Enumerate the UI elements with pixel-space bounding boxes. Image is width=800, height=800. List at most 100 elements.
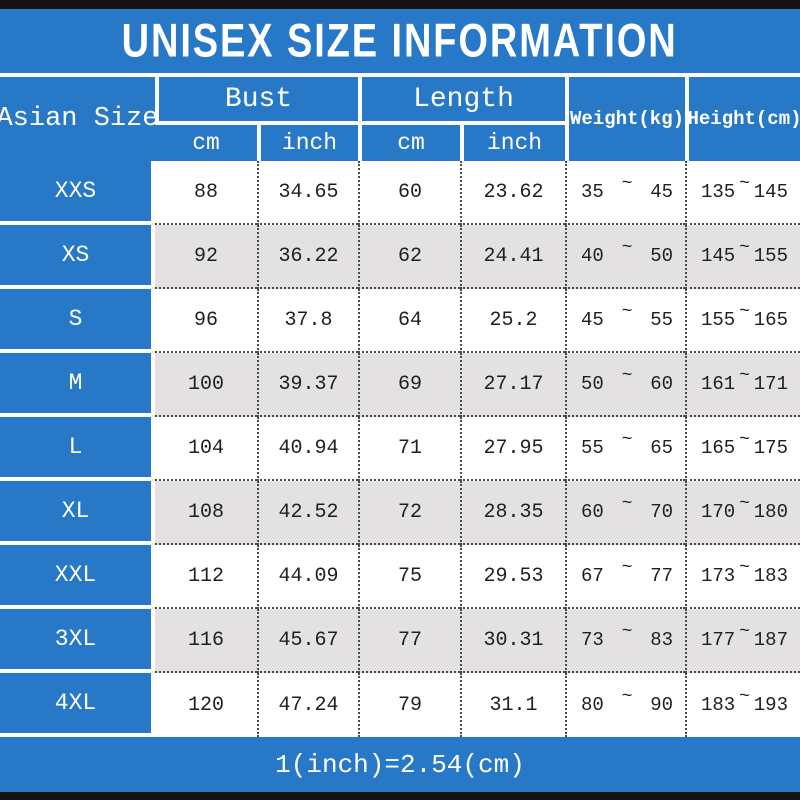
tilde-symbol: ~	[739, 430, 750, 450]
header-bust-inch: inch	[257, 125, 358, 161]
height-range-cell: 177 ~ 187	[685, 609, 800, 673]
height-min: 177	[701, 629, 736, 651]
bust-cm-cell: 96	[155, 289, 257, 353]
bust-inch-cell: 44.09	[257, 545, 358, 609]
height-max: 175	[753, 437, 788, 459]
height-min: 183	[701, 694, 736, 716]
weight-max: 60	[650, 373, 673, 395]
height-min: 135	[701, 181, 736, 203]
length-inch-cell: 25.2	[460, 289, 565, 353]
tilde-symbol: ~	[621, 238, 633, 258]
bust-inch-cell: 45.67	[257, 609, 358, 673]
bust-inch-cell: 40.94	[257, 417, 358, 481]
weight-min: 60	[581, 501, 604, 523]
size-label-cell: M	[0, 353, 155, 417]
height-max: 180	[753, 501, 788, 523]
weight-range-cell: 55 ~ 65	[565, 417, 685, 481]
bust-cm-cell: 112	[155, 545, 257, 609]
tilde-symbol: ~	[739, 494, 750, 514]
height-max: 165	[753, 309, 788, 331]
header-length-cm: cm	[358, 125, 460, 161]
bust-cm-cell: 108	[155, 481, 257, 545]
top-black-bar	[0, 0, 800, 9]
size-label-cell: 4XL	[0, 673, 155, 737]
weight-min: 40	[581, 245, 604, 267]
table-row: XXL 112 44.09 75 29.53 67 ~ 77 173 ~ 183	[0, 545, 800, 609]
length-cm-cell: 71	[358, 417, 460, 481]
length-inch-cell: 29.53	[460, 545, 565, 609]
page-title: UNISEX SIZE INFORMATION	[121, 14, 679, 67]
height-max: 187	[753, 629, 788, 651]
height-range-cell: 173 ~ 183	[685, 545, 800, 609]
tilde-symbol: ~	[739, 558, 750, 578]
size-label-cell: S	[0, 289, 155, 353]
length-cm-cell: 62	[358, 225, 460, 289]
length-cm-cell: 79	[358, 673, 460, 737]
length-inch-cell: 27.17	[460, 353, 565, 417]
weight-min: 45	[581, 309, 604, 331]
length-inch-cell: 24.41	[460, 225, 565, 289]
height-max: 171	[753, 373, 788, 395]
height-range-cell: 183 ~ 193	[685, 673, 800, 737]
weight-max: 55	[650, 309, 673, 331]
length-inch-cell: 30.31	[460, 609, 565, 673]
tilde-symbol: ~	[621, 558, 633, 578]
bust-cm-cell: 120	[155, 673, 257, 737]
header-weight: Weight(kg)	[565, 77, 685, 161]
weight-max: 65	[650, 437, 673, 459]
size-label-cell: XL	[0, 481, 155, 545]
tilde-symbol: ~	[621, 366, 633, 386]
header-length-inch: inch	[460, 125, 565, 161]
weight-max: 45	[650, 181, 673, 203]
height-max: 145	[753, 181, 788, 203]
size-label-cell: L	[0, 417, 155, 481]
weight-max: 90	[650, 694, 673, 716]
table-row: XL 108 42.52 72 28.35 60 ~ 70 170 ~ 180	[0, 481, 800, 545]
table-body: XXS 88 34.65 60 23.62 35 ~ 45 135 ~ 145 …	[0, 161, 800, 737]
table-header: Asian Size Bust Length Weight(kg) Height…	[0, 77, 800, 161]
length-cm-cell: 69	[358, 353, 460, 417]
header-asian-size: Asian Size	[0, 77, 159, 161]
tilde-symbol: ~	[739, 622, 750, 642]
tilde-symbol: ~	[621, 494, 633, 514]
size-label-cell: XXL	[0, 545, 155, 609]
table-row: S 96 37.8 64 25.2 45 ~ 55 155 ~ 165	[0, 289, 800, 353]
title-band: UNISEX SIZE INFORMATION	[0, 9, 800, 73]
tilde-symbol: ~	[621, 430, 633, 450]
header-bust-cm: cm	[155, 125, 257, 161]
height-min: 170	[701, 501, 736, 523]
header-length-group: Length	[358, 77, 565, 125]
table-row: L 104 40.94 71 27.95 55 ~ 65 165 ~ 175	[0, 417, 800, 481]
weight-max: 70	[650, 501, 673, 523]
height-range-cell: 155 ~ 165	[685, 289, 800, 353]
height-range-cell: 170 ~ 180	[685, 481, 800, 545]
length-cm-cell: 77	[358, 609, 460, 673]
bust-cm-cell: 100	[155, 353, 257, 417]
length-cm-cell: 75	[358, 545, 460, 609]
height-min: 161	[701, 373, 736, 395]
height-range-cell: 161 ~ 171	[685, 353, 800, 417]
height-min: 155	[701, 309, 736, 331]
table-row: XS 92 36.22 62 24.41 40 ~ 50 145 ~ 155	[0, 225, 800, 289]
height-max: 193	[753, 694, 788, 716]
tilde-symbol: ~	[621, 687, 633, 707]
weight-max: 50	[650, 245, 673, 267]
tilde-symbol: ~	[739, 174, 750, 194]
height-max: 183	[753, 565, 788, 587]
length-inch-cell: 27.95	[460, 417, 565, 481]
length-cm-cell: 72	[358, 481, 460, 545]
tilde-symbol: ~	[739, 366, 750, 386]
tilde-symbol: ~	[621, 622, 633, 642]
bust-inch-cell: 34.65	[257, 161, 358, 225]
bust-cm-cell: 116	[155, 609, 257, 673]
bust-inch-cell: 42.52	[257, 481, 358, 545]
length-cm-cell: 60	[358, 161, 460, 225]
weight-min: 80	[581, 694, 604, 716]
height-range-cell: 135 ~ 145	[685, 161, 800, 225]
table-row: 4XL 120 47.24 79 31.1 80 ~ 90 183 ~ 193	[0, 673, 800, 737]
weight-min: 55	[581, 437, 604, 459]
weight-max: 83	[650, 629, 673, 651]
table-row: M 100 39.37 69 27.17 50 ~ 60 161 ~ 171	[0, 353, 800, 417]
height-min: 145	[701, 245, 736, 267]
